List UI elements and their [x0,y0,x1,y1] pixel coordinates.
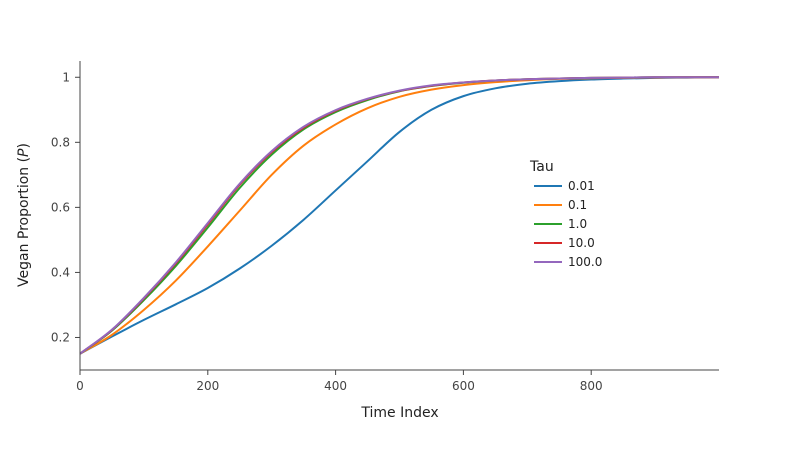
y-axis-title-tail: ) [16,143,32,148]
y-tick-label: 0.6 [51,200,70,214]
legend-label: 1.0 [568,217,587,231]
y-axis-ticks: 0.2 0.4 0.6 0.8 1 [51,70,80,344]
series-line-0-1 [79,76,719,355]
x-axis-title: Time Index [360,405,438,421]
y-tick-label: 0.4 [51,265,70,279]
legend-label: 0.1 [568,198,587,212]
x-tick-label: 800 [580,379,603,393]
series-line-10-0 [79,76,719,355]
series-line-100-0 [79,76,719,355]
series-line-1-0 [79,76,719,355]
x-tick-label: 0 [76,379,84,393]
plot-area [79,76,720,355]
y-axis-title-symbol: P [16,148,32,157]
legend-label: 0.01 [568,179,595,193]
x-tick-label: 200 [196,379,219,393]
y-axis-title: Vegan Proportion (P) [16,143,32,287]
legend: Tau 0.01 0.1 1.0 10.0 100.0 [529,159,602,269]
x-tick-label: 600 [452,379,475,393]
y-tick-label: 0.2 [51,330,70,344]
legend-label: 100.0 [568,255,602,269]
legend-label: 10.0 [568,236,595,250]
y-tick-label: 0.8 [51,135,70,149]
legend-title: Tau [529,159,554,175]
y-tick-label: 1 [62,70,70,84]
x-tick-label: 400 [324,379,347,393]
y-axis-title-main: Vegan Proportion ( [16,157,32,287]
series-line-0-01 [79,76,720,355]
x-axis-ticks: 0 200 400 600 800 [76,370,603,393]
